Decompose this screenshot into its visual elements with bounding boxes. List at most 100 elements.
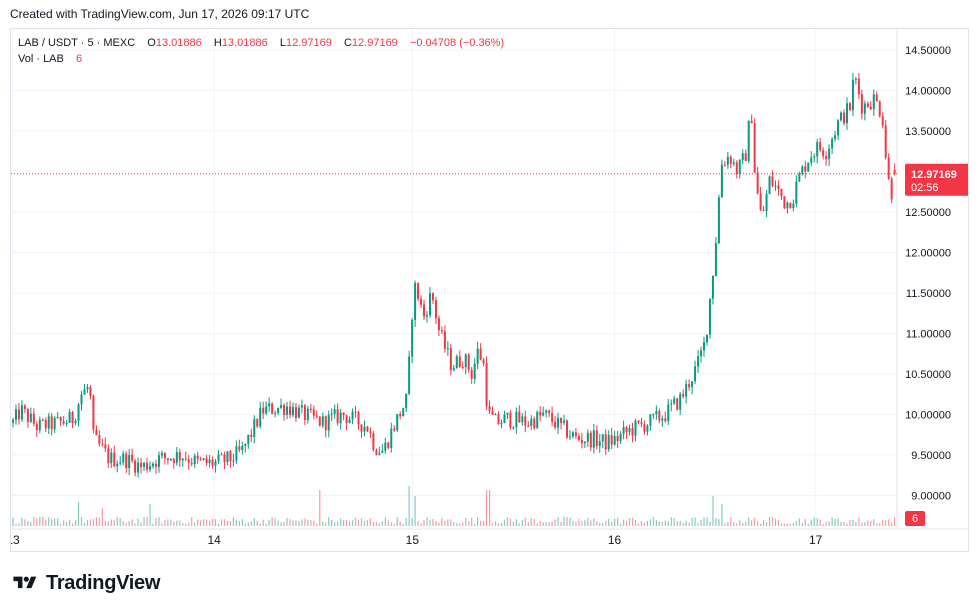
volume-bar — [98, 517, 100, 526]
candle-body — [840, 112, 843, 121]
volume-bar — [879, 522, 881, 526]
candle-body — [23, 405, 26, 410]
candle-body — [670, 403, 673, 405]
candle-body — [12, 419, 14, 423]
price-chart-svg[interactable]: 9.00000 9.50000 10.00000 10.50000 11.00000 11… — [11, 29, 969, 552]
volume-bar — [310, 520, 312, 526]
volume-bar — [646, 520, 649, 526]
candle-body — [119, 462, 122, 464]
candle-body — [854, 78, 857, 80]
candle-body — [286, 406, 289, 416]
candle-body — [554, 421, 557, 428]
candle-body — [598, 441, 601, 446]
candle-body — [494, 414, 497, 416]
candle-body — [122, 453, 125, 463]
legend-volume-label[interactable]: Vol · LAB — [18, 53, 64, 65]
volume-bar — [625, 520, 628, 526]
volume-bar — [771, 517, 774, 526]
candle-body — [321, 416, 324, 426]
candle-body — [431, 293, 434, 301]
volume-bar — [536, 523, 538, 526]
chart-area[interactable]: 9.00000 9.50000 10.00000 10.50000 11.00000 11… — [10, 28, 969, 552]
volume-bar — [42, 517, 44, 526]
volume-bar — [24, 519, 26, 526]
volume-bar — [688, 522, 690, 526]
volume-bar — [697, 523, 699, 526]
candle-body — [20, 405, 23, 420]
candle-body — [631, 427, 634, 436]
volume-bar — [894, 517, 896, 526]
candle-body — [107, 448, 110, 463]
volume-bar — [483, 521, 485, 526]
candle-body — [786, 202, 789, 209]
candle-body — [110, 452, 113, 463]
volume-bar — [316, 523, 318, 526]
candle-body — [622, 427, 625, 434]
candle-body — [482, 359, 485, 364]
candle-body — [253, 419, 256, 437]
volume-bar — [116, 517, 118, 526]
candle-body — [244, 444, 247, 446]
candle-body — [86, 387, 89, 390]
volume-bar — [179, 520, 181, 526]
volume-bar — [581, 520, 583, 526]
candle-body — [548, 410, 551, 413]
volume-bar — [459, 523, 461, 526]
candle-body — [277, 407, 280, 413]
candle-body — [262, 407, 265, 414]
candle-body — [616, 435, 619, 441]
candle-body — [753, 123, 756, 173]
candle-body — [521, 416, 524, 423]
candle-body — [729, 156, 732, 164]
volume-bar — [640, 521, 643, 526]
candle-body — [545, 410, 548, 413]
volume-bar — [545, 522, 547, 526]
candle-body — [309, 408, 312, 410]
volume-bar — [262, 519, 264, 526]
candle-body — [619, 433, 622, 441]
volume-bar — [694, 517, 696, 526]
candle-body — [235, 446, 238, 461]
volume-bar — [658, 521, 660, 526]
candle-body — [220, 454, 223, 456]
volume-bar — [417, 520, 419, 526]
volume-bar — [203, 519, 205, 526]
volume-bar — [271, 517, 273, 526]
candle-body — [437, 318, 440, 331]
volume-bar — [208, 520, 211, 526]
candle-body — [17, 409, 20, 420]
volume-bar — [807, 523, 809, 526]
candle-body — [461, 366, 464, 368]
volume-bar — [652, 517, 654, 526]
candle-body — [411, 319, 414, 357]
volume-bar — [676, 521, 678, 526]
volume-bar — [703, 517, 705, 526]
volume-bar — [325, 522, 327, 526]
candle-body — [14, 409, 17, 420]
volume-bar — [780, 523, 783, 526]
volume-bar — [369, 518, 372, 526]
volume-bar — [289, 519, 291, 526]
candle-body — [679, 394, 682, 410]
time-axis-tick-label: 15 — [406, 533, 420, 547]
volume-bar — [357, 519, 360, 526]
volume-bar — [873, 519, 875, 526]
volume-bar — [754, 518, 756, 526]
volume-bar — [751, 520, 753, 526]
volume-bar — [530, 518, 532, 526]
legend-symbol[interactable]: LAB / USDT · 5 · MEXC — [18, 37, 136, 49]
candle-body — [417, 283, 420, 299]
volume-bar — [667, 521, 669, 526]
candle-body — [542, 412, 545, 416]
last-price-label[interactable] — [905, 163, 969, 196]
candle-body — [59, 417, 62, 422]
candle-body — [375, 449, 378, 455]
chart-caption: Created with TradingView.com, Jun 17, 20… — [10, 7, 310, 21]
volume-bar — [539, 520, 541, 526]
candle-body — [294, 407, 297, 418]
candle-body — [780, 188, 783, 197]
candle-body — [890, 178, 893, 200]
volume-bar — [393, 523, 395, 526]
volume-bar — [485, 490, 488, 526]
volume-bar — [432, 518, 434, 526]
